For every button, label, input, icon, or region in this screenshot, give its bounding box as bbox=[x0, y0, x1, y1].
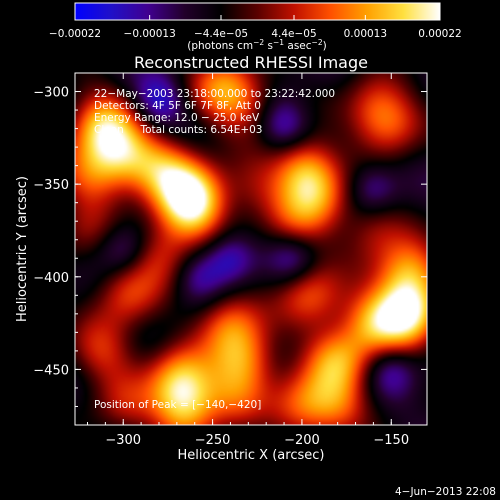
x-axis-label: Heliocentric X (arcsec) bbox=[178, 448, 325, 463]
heatmap-raster bbox=[75, 73, 427, 425]
x-tick-label: −200 bbox=[284, 433, 320, 448]
y-axis-label: Heliocentric Y (arcsec) bbox=[15, 176, 30, 322]
x-axis: −300 −250 −200 −150 bbox=[87, 73, 428, 448]
annotation-clean-counts: Clean Total counts: 6.54E+03 bbox=[94, 124, 263, 136]
colorbar-tick-label: 0.00013 bbox=[344, 28, 387, 40]
annotations: 22−May−2003 23:18:00.000 to 23:22:42.000… bbox=[94, 88, 335, 411]
colorbar-gradient bbox=[74, 2, 441, 21]
colorbar-tick-label: 4.4e−05 bbox=[271, 28, 316, 40]
colorbar-units: (photons cm−2 s−1 asec−2) bbox=[187, 38, 326, 52]
annotation-detectors: Detectors: 4F 5F 6F 7F 8F, Att 0 bbox=[94, 100, 261, 112]
heatmap-image bbox=[75, 73, 427, 425]
colorbar-ticks: −0.00022 −0.00013 −4.4e−05 4.4e−05 0.00013 0.… bbox=[49, 15, 462, 40]
x-tick-label: −150 bbox=[373, 433, 409, 448]
annotation-time-range: 22−May−2003 23:18:00.000 to 23:22:42.000 bbox=[94, 88, 335, 100]
colorbar: −0.00022 −0.00013 −4.4e−05 4.4e−05 0.00013 0.… bbox=[49, 2, 462, 52]
chart-title: Reconstructed RHESSI Image bbox=[134, 53, 368, 72]
colorbar-tick-label: −0.00013 bbox=[124, 28, 176, 40]
colorbar-tick-label: 0.00022 bbox=[418, 28, 461, 40]
x-tick-label: −250 bbox=[195, 433, 231, 448]
plot-frame bbox=[74, 72, 428, 426]
y-tick-label: −350 bbox=[33, 178, 69, 193]
annotation-energy-range: Energy Range: 12.0 − 25.0 keV bbox=[94, 112, 260, 124]
y-tick-label: −400 bbox=[33, 271, 69, 286]
peak-position-label: Position of Peak = [−140,−420] bbox=[94, 399, 261, 411]
y-tick-label: −300 bbox=[33, 86, 69, 101]
x-tick-label: −300 bbox=[105, 433, 141, 448]
y-tick-label: −450 bbox=[33, 363, 69, 378]
colorbar-tick-label: −4.4e−05 bbox=[194, 28, 248, 40]
colorbar-tick-label: −0.00022 bbox=[49, 28, 101, 40]
footer-date: 4−Jun−2013 22:08 bbox=[395, 486, 496, 498]
y-axis: −300 −350 −400 −450 bbox=[33, 72, 427, 407]
